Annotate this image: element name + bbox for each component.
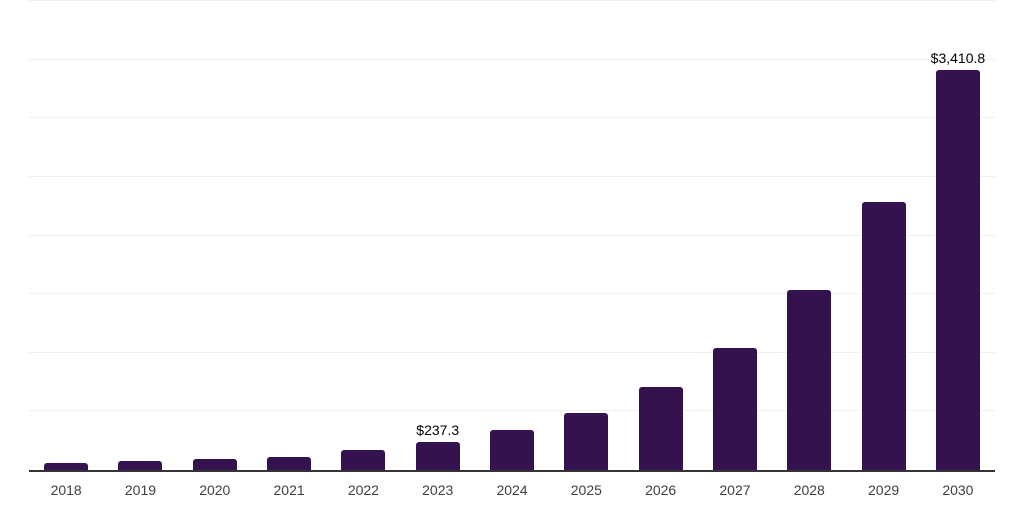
x-axis-label-2024: 2024 (496, 482, 528, 498)
bar-2018 (44, 463, 89, 470)
gridline-3500 (29, 58, 995, 60)
bar-slot-2027 (698, 1, 772, 470)
gridline-2000 (29, 234, 995, 236)
x-axis-label-2027: 2027 (719, 482, 751, 498)
x-axis-label-2025: 2025 (570, 482, 602, 498)
x-axis-labels-row: 2018 2019 2020 2021 2022 2023 2024 2025 2026 2027… (29, 483, 995, 497)
bar-2020 (192, 459, 237, 470)
bars-container: $237.3 $3,410.8 (29, 1, 995, 470)
x-axis-label-2030: 2030 (942, 482, 974, 498)
x-axis-label-2018: 2018 (50, 482, 82, 498)
gridline-4000 (29, 0, 995, 1)
data-label-2023: $237.3 (416, 422, 460, 439)
bar-2030: $3,410.8 (931, 51, 985, 470)
x-axis-line (29, 470, 995, 472)
x-axis-label-2022: 2022 (347, 482, 379, 498)
x-axis-label-2026: 2026 (645, 482, 677, 498)
bar-slot-2022 (326, 1, 400, 470)
x-axis-label-2021: 2021 (273, 482, 305, 498)
bar-slot-2028 (772, 1, 846, 470)
x-axis-label-2019: 2019 (124, 482, 157, 498)
gridline-2500 (29, 175, 995, 177)
bar-slot-2021 (252, 1, 326, 470)
bar-2021 (267, 456, 312, 470)
bar-slot-2025 (549, 1, 623, 470)
bar-slot-2018 (29, 1, 103, 470)
bar-2022 (341, 450, 386, 470)
bar-slot-2026 (624, 1, 698, 470)
bar-2029 (861, 201, 906, 470)
bar-2023: $237.3 (415, 423, 460, 470)
bar-slot-2029 (846, 1, 920, 470)
x-axis-label-2028: 2028 (793, 482, 825, 498)
bar-2024 (490, 430, 535, 470)
bar-slot-2019 (103, 1, 177, 470)
gridline-1500 (29, 293, 995, 295)
gridline-3000 (29, 117, 995, 119)
gridline-1000 (29, 351, 995, 353)
x-axis-label-2029: 2029 (868, 482, 900, 498)
bar-2027 (712, 348, 757, 470)
gridline-500 (29, 410, 995, 412)
bar-slot-2020 (178, 1, 252, 470)
bar-2028 (787, 289, 832, 470)
bar-slot-2030: $3,410.8 (921, 1, 995, 470)
x-axis-label-2023: 2023 (422, 482, 454, 498)
x-axis-label-2020: 2020 (199, 482, 231, 498)
data-label-2030: $3,410.8 (930, 50, 986, 67)
bar-2019 (118, 461, 163, 470)
bar-slot-2024 (475, 1, 549, 470)
bar-2026 (638, 387, 683, 470)
bar-slot-2023: $237.3 (401, 1, 475, 470)
plot-area: $237.3 $3,410.8 (29, 0, 995, 470)
bar-2025 (564, 412, 609, 470)
